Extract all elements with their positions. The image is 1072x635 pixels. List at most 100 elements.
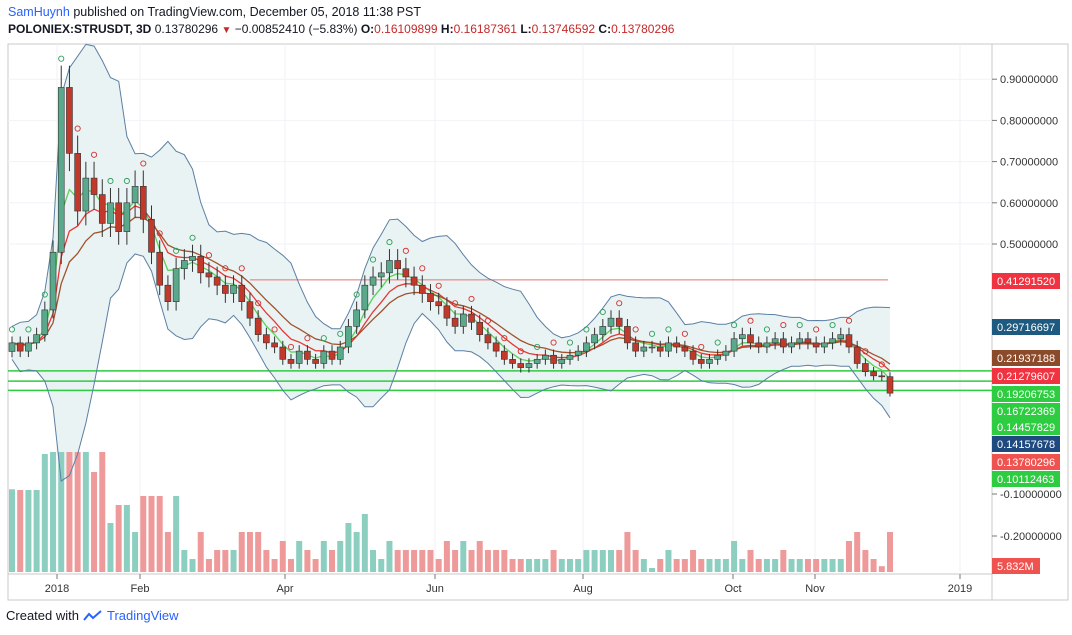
sequential-marker [386,239,393,246]
candle-body [730,338,738,352]
sequential-marker [583,326,590,333]
volume-bar [353,532,360,572]
volume-bar [468,550,475,572]
candle-body [591,334,598,344]
candle-body [107,202,114,224]
volume-bar [681,559,688,572]
ohlc-header: POLONIEX:STRUSDT, 3D 0.13780296 ▼ −0.008… [8,22,674,36]
candle-body [574,350,582,356]
candle-body [230,284,237,294]
sequential-marker [91,151,98,158]
bollinger-band-fill [12,44,890,482]
volume-bar [575,559,582,572]
volume-bar [493,550,500,572]
price-label-text: 0.21279607 [997,371,1055,383]
publish-info: published on TradingView.com, December 0… [69,5,421,19]
volume-bar [197,532,204,572]
sequential-marker [632,326,639,333]
volume-bar [74,452,81,572]
close-value: 0.13780296 [611,22,675,36]
candle-body [845,334,853,348]
close-label: C: [598,22,612,36]
candle-body [402,268,410,278]
volume-bar [132,532,139,572]
candle-body [886,376,894,394]
candle-body [542,354,549,360]
sequential-marker [173,247,180,254]
candle-body [25,342,32,352]
sequential-marker [698,343,705,350]
volume-bar [476,541,483,572]
volume-bar [755,559,762,572]
volume-bar [616,550,623,572]
volume-bar [780,550,787,572]
volume-bar [329,550,336,572]
sequential-marker [304,335,311,342]
ema-fast-line [11,188,891,380]
candle-body [295,350,303,364]
tradingview-brand-link[interactable]: TradingView [106,608,179,623]
volume-bar [706,559,713,572]
indicator-lines [11,43,891,482]
volume-bar [624,532,631,572]
open-label: O: [360,22,375,36]
price-label-box [992,386,1060,402]
volume-bar [640,559,647,572]
volume-bar [673,559,680,572]
volume-bar [583,550,590,572]
sequential-marker [747,317,754,324]
price-label-box [992,454,1060,470]
volume-bar [829,559,836,572]
candle-body [492,342,500,352]
candle-body [648,346,656,349]
high-label: H: [440,22,454,36]
candle-body [665,342,672,352]
candle-body [484,334,492,344]
low-label: L: [520,22,532,36]
sequential-marker [8,326,16,333]
candle-body [451,317,459,327]
volume-bar [804,559,811,572]
volume-bar [173,496,180,572]
sequential-marker [123,177,130,185]
candle-body [829,338,836,344]
volume-bar [222,550,229,572]
ema-slow-line [11,216,891,365]
candle-body [870,371,877,377]
volume-bar [845,541,852,572]
price-label-text: 5.832M [997,561,1034,573]
sequential-marker [665,326,672,333]
volume-bar [17,490,24,572]
candle-body [583,342,590,352]
price-axis[interactable]: 0.90000000 0.80000000 0.70000000 0.60000000… [992,74,1062,574]
volume-bar [33,490,40,572]
volume-bar [115,505,122,572]
volume-bar [427,550,434,572]
candle-body [607,317,615,327]
volume-bar [82,452,89,572]
sequential-marker [731,322,738,329]
candle-body [656,346,664,352]
candle-body [509,359,516,364]
candle-body [427,293,434,302]
volume-bar [591,550,598,572]
volume-bar [665,550,672,572]
candle-body [139,186,147,220]
sequential-marker [566,339,574,346]
time-axis[interactable]: 2018 Feb Apr Jun Aug Oct Nov 2019 [45,574,972,595]
sequential-marker [140,160,147,167]
volume-bar [386,541,393,572]
price-label-text: 0.14457829 [997,422,1055,434]
candle-body [558,359,566,364]
candle-body [287,359,295,364]
sequential-marker [813,326,820,333]
author-link[interactable]: SamHuynh [8,5,70,19]
symbol-label[interactable]: POLONIEX:STRUSDT, 3D [8,22,152,36]
candle-body [615,317,623,327]
price-label-box [992,273,1060,289]
candle-body [222,284,229,294]
volume-bar [517,559,524,572]
down-arrow-icon: ▼ [221,25,232,36]
volume-bar [443,541,450,572]
